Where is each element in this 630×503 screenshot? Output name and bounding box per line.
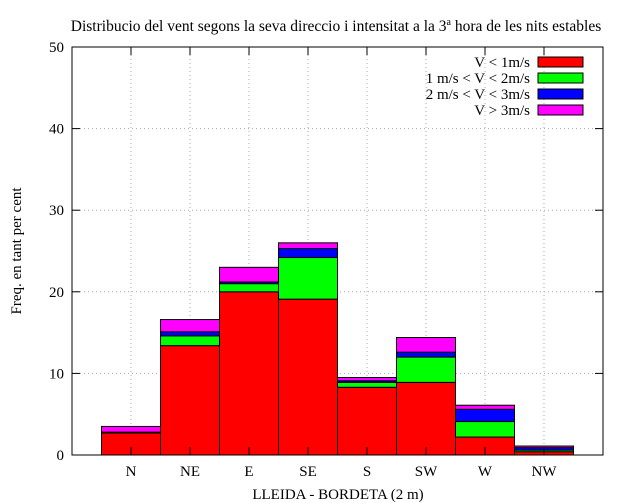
x-tick-label-s: S bbox=[363, 464, 371, 480]
bar-segment-ne-s2 bbox=[160, 335, 220, 347]
bars-group bbox=[101, 242, 574, 456]
x-tick-label-n: N bbox=[126, 464, 137, 480]
legend-swatch-3 bbox=[537, 88, 584, 100]
legend-label-1: V < 1m/s bbox=[474, 55, 530, 71]
bar-segment-se-s2 bbox=[278, 257, 338, 300]
x-tick-label-e: E bbox=[244, 464, 253, 480]
bar-segment-w-s4 bbox=[455, 404, 515, 410]
y-axis-ticks: 0 10 20 30 40 50 bbox=[49, 40, 603, 464]
legend-label-2: 1 m/s < V < 2m/s bbox=[426, 71, 530, 87]
legend-swatch-1 bbox=[537, 56, 584, 68]
bar-segment-n-s4 bbox=[101, 425, 161, 433]
x-tick-label-se: SE bbox=[299, 464, 317, 480]
chart-title: Distribucio del vent segons la seva dire… bbox=[71, 17, 601, 35]
y-tick-label: 30 bbox=[49, 203, 64, 219]
bar-segment-se-s1 bbox=[278, 298, 338, 456]
bar-segment-s-s1 bbox=[337, 386, 397, 456]
legend-swatch-2 bbox=[537, 72, 584, 84]
bar-segment-sw-s4 bbox=[396, 336, 456, 353]
bar-segment-se-s4 bbox=[278, 242, 338, 250]
bar-segment-w-s2 bbox=[455, 421, 515, 438]
bar-segment-se-s3 bbox=[278, 248, 338, 259]
x-tick-label-ne: NE bbox=[180, 464, 200, 480]
y-tick-label: 50 bbox=[49, 40, 64, 56]
bar-segment-e-s4 bbox=[219, 266, 279, 283]
y-axis-label: Freq. en tant per cent bbox=[9, 187, 25, 315]
x-tick-label-sw: SW bbox=[415, 464, 438, 480]
legend-label-4: V > 3m/s bbox=[474, 103, 530, 119]
y-tick-label: 0 bbox=[57, 448, 65, 464]
bar-segment-e-s1 bbox=[219, 291, 279, 456]
bar-segment-s-s2 bbox=[337, 381, 397, 388]
legend-swatch-4 bbox=[537, 104, 584, 116]
x-axis-label: LLEIDA - BORDETA (2 m) bbox=[252, 487, 423, 503]
bar-segment-sw-s2 bbox=[396, 356, 456, 383]
x-axis-ticks: N NE E SE S SW W NW bbox=[126, 47, 558, 480]
bar-segment-ne-s1 bbox=[160, 345, 220, 456]
bar-segment-e-s2 bbox=[219, 283, 279, 293]
legend-label-3: 2 m/s < V < 3m/s bbox=[426, 87, 530, 103]
bar-segment-ne-s4 bbox=[160, 319, 220, 333]
bar-segment-sw-s3 bbox=[396, 351, 456, 358]
bar-segment-s-s4 bbox=[337, 376, 397, 382]
bar-segment-w-s3 bbox=[455, 408, 515, 423]
x-tick-label-w: W bbox=[478, 464, 493, 480]
plot-frame bbox=[71, 46, 604, 456]
bar-segment-sw-s1 bbox=[396, 381, 456, 456]
legend: V < 1m/s1 m/s < V < 2m/s2 m/s < V < 3m/s… bbox=[426, 55, 584, 119]
y-tick-label: 40 bbox=[49, 122, 64, 138]
bar-segment-ne-s3 bbox=[160, 331, 220, 337]
y-tick-label: 20 bbox=[49, 285, 64, 301]
x-tick-label-nw: NW bbox=[532, 464, 558, 480]
y-tick-label: 10 bbox=[49, 366, 64, 382]
